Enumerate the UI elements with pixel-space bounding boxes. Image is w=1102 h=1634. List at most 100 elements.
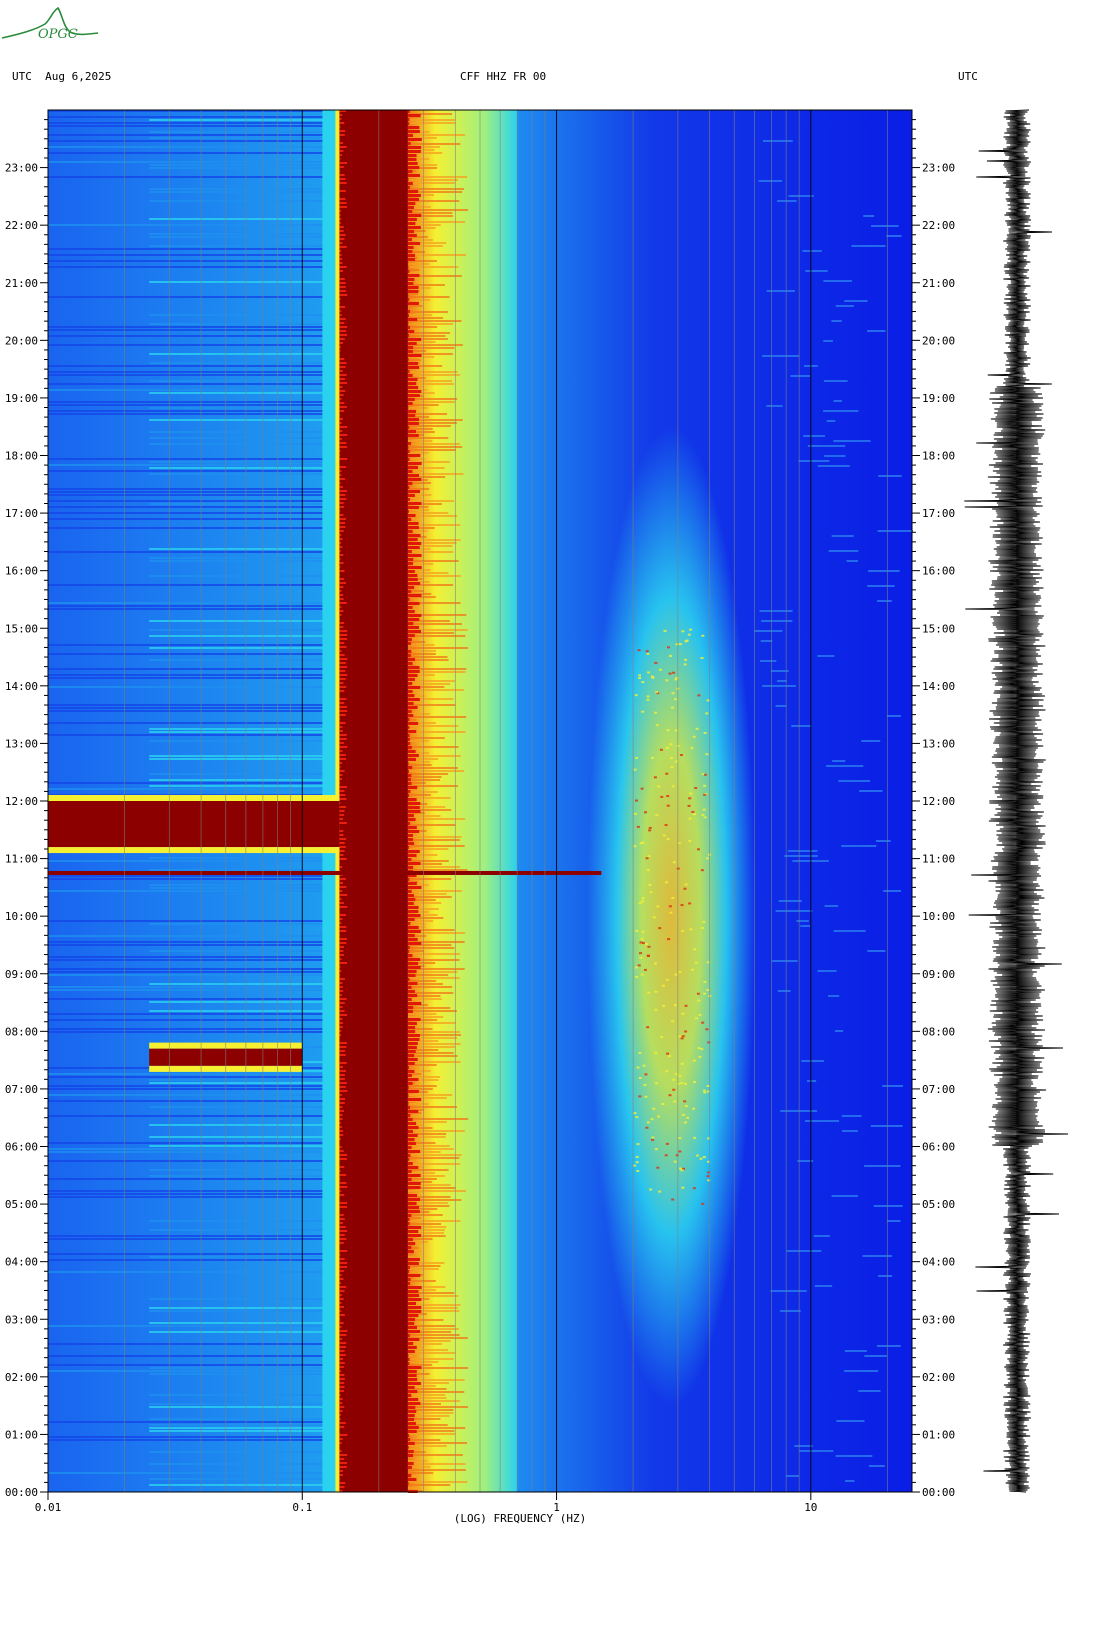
speckle bbox=[638, 1051, 642, 1054]
edge-stripe bbox=[407, 830, 420, 833]
texture-stripe bbox=[149, 1451, 340, 1453]
edge-stripe bbox=[339, 702, 345, 704]
edge-stripe bbox=[407, 510, 409, 513]
hf-streak bbox=[814, 1285, 833, 1287]
speckle bbox=[684, 640, 688, 643]
hf-streak bbox=[785, 1475, 800, 1477]
edge-stripe bbox=[407, 478, 422, 481]
edge-stripe bbox=[339, 366, 346, 368]
edge-stripe bbox=[407, 450, 410, 453]
edge-stripe bbox=[407, 1298, 422, 1301]
edge-stripe bbox=[339, 1402, 343, 1404]
texture-stripe bbox=[149, 758, 340, 760]
hf-streak bbox=[867, 950, 886, 952]
edge-stripe bbox=[339, 1070, 347, 1072]
edge-stripe bbox=[339, 262, 343, 264]
speckle bbox=[666, 1052, 670, 1055]
texture-stripe bbox=[407, 1196, 451, 1198]
texture-stripe bbox=[407, 1271, 416, 1273]
edge-stripe bbox=[339, 1366, 344, 1368]
texture-stripe bbox=[407, 1052, 454, 1054]
hf-streak bbox=[835, 305, 854, 307]
edge-stripe bbox=[407, 1262, 419, 1265]
texture-stripe bbox=[407, 1337, 468, 1339]
texture-stripe bbox=[407, 473, 464, 475]
texture-stripe bbox=[149, 575, 340, 577]
speckle bbox=[695, 1017, 699, 1020]
y-tick-label-right: 22:00 bbox=[922, 219, 955, 232]
hf-streak bbox=[766, 290, 795, 292]
edge-stripe bbox=[339, 1074, 345, 1076]
edge-stripe bbox=[339, 622, 345, 624]
edge-stripe bbox=[407, 1394, 412, 1397]
edge-stripe bbox=[407, 970, 417, 973]
texture-stripe bbox=[407, 569, 431, 571]
texture-stripe bbox=[407, 1016, 444, 1018]
edge-stripe bbox=[407, 242, 421, 245]
texture-stripe bbox=[407, 1442, 468, 1444]
texture-stripe bbox=[407, 446, 463, 448]
edge-stripe bbox=[407, 290, 419, 293]
texture-stripe bbox=[407, 761, 430, 763]
texture-stripe bbox=[407, 902, 442, 904]
edge-stripe bbox=[339, 1286, 347, 1288]
texture-stripe bbox=[48, 971, 340, 973]
edge-stripe bbox=[339, 818, 343, 820]
edge-stripe bbox=[407, 634, 415, 637]
texture-stripe bbox=[407, 941, 465, 943]
hf-streak bbox=[878, 1275, 893, 1277]
edge-stripe bbox=[339, 234, 346, 236]
texture-stripe bbox=[48, 527, 340, 529]
edge-stripe bbox=[339, 778, 342, 780]
edge-stripe bbox=[339, 290, 346, 292]
texture-stripe bbox=[407, 320, 462, 322]
edge-stripe bbox=[339, 362, 347, 364]
texture-stripe bbox=[149, 1145, 340, 1147]
edge-stripe bbox=[339, 1250, 348, 1252]
edge-stripe bbox=[407, 1442, 415, 1445]
edge-stripe bbox=[339, 1290, 345, 1292]
texture-stripe bbox=[407, 1388, 447, 1390]
texture-stripe bbox=[48, 329, 340, 331]
edge-stripe bbox=[339, 122, 345, 124]
texture-stripe bbox=[48, 878, 340, 880]
edge-stripe bbox=[339, 1050, 345, 1052]
hf-streak bbox=[863, 215, 875, 217]
texture-stripe bbox=[407, 245, 443, 247]
edge-stripe bbox=[407, 790, 411, 793]
edge-stripe bbox=[407, 718, 410, 721]
edge-stripe bbox=[339, 334, 348, 336]
edge-stripe bbox=[407, 522, 419, 525]
edge-stripe bbox=[339, 394, 344, 396]
texture-stripe bbox=[48, 1325, 340, 1327]
texture-stripe bbox=[149, 1175, 340, 1177]
texture-stripe bbox=[407, 1472, 434, 1474]
low-band-texture bbox=[48, 110, 340, 1486]
event-quake-long-period bbox=[48, 801, 340, 848]
texture-stripe bbox=[407, 755, 461, 757]
texture-stripe bbox=[407, 1262, 445, 1264]
speckle bbox=[707, 1160, 711, 1163]
edge-stripe bbox=[407, 1158, 410, 1161]
speckle bbox=[697, 1047, 701, 1050]
texture-stripe bbox=[48, 260, 340, 262]
texture-stripe bbox=[407, 512, 449, 514]
edge-stripe bbox=[339, 478, 346, 480]
texture-stripe bbox=[48, 110, 340, 112]
edge-stripe bbox=[339, 1014, 348, 1016]
texture-stripe bbox=[407, 725, 459, 727]
edge-stripe bbox=[407, 266, 409, 269]
speckle bbox=[639, 842, 643, 845]
texture-stripe bbox=[407, 635, 466, 637]
texture-stripe bbox=[48, 1100, 340, 1102]
edge-stripe bbox=[339, 230, 344, 232]
texture-stripe bbox=[407, 998, 442, 1000]
edge-stripe bbox=[407, 1222, 410, 1225]
hf-streak bbox=[844, 1370, 879, 1372]
edge-stripe bbox=[407, 1006, 414, 1009]
texture-stripe bbox=[407, 773, 448, 775]
y-tick-label-right: 16:00 bbox=[922, 565, 955, 578]
edge-stripe bbox=[407, 1242, 416, 1245]
texture-stripe bbox=[407, 113, 452, 115]
edge-stripe bbox=[407, 1146, 412, 1149]
